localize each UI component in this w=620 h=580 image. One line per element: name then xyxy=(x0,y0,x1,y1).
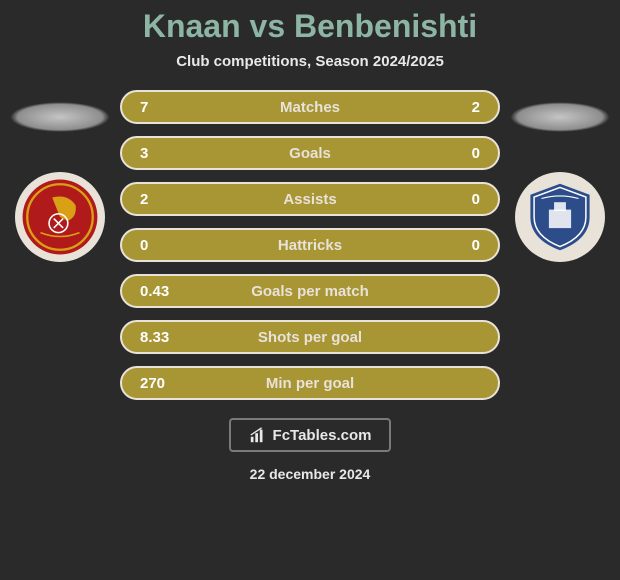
right-team-badge xyxy=(515,172,605,262)
left-halo xyxy=(10,102,110,132)
stat-right-value: 0 xyxy=(440,237,480,254)
stat-row-shots-per-goal: 8.33 Shots per goal xyxy=(120,320,500,354)
brand-box[interactable]: FcTables.com xyxy=(229,418,392,452)
stat-row-hattricks: 0 Hattricks 0 xyxy=(120,228,500,262)
stat-label: Matches xyxy=(180,99,440,116)
left-badge-icon xyxy=(21,178,99,256)
stat-left-value: 0 xyxy=(140,237,180,254)
right-halo xyxy=(510,102,610,132)
stat-left-value: 270 xyxy=(140,375,180,392)
date-text: 22 december 2024 xyxy=(250,466,371,482)
stat-right-value: 2 xyxy=(440,99,480,116)
stat-label: Min per goal xyxy=(180,375,440,392)
stat-row-assists: 2 Assists 0 xyxy=(120,182,500,216)
stat-label: Goals per match xyxy=(180,283,440,300)
left-team-panel xyxy=(0,90,120,262)
stat-left-value: 7 xyxy=(140,99,180,116)
stat-label: Goals xyxy=(180,145,440,162)
main-panel: 7 Matches 2 3 Goals 0 2 Assists 0 0 Hatt… xyxy=(0,90,620,400)
stat-label: Assists xyxy=(180,191,440,208)
stat-left-value: 3 xyxy=(140,145,180,162)
right-team-panel xyxy=(500,90,620,262)
stats-column: 7 Matches 2 3 Goals 0 2 Assists 0 0 Hatt… xyxy=(120,90,500,400)
stat-left-value: 8.33 xyxy=(140,329,180,346)
stat-label: Hattricks xyxy=(180,237,440,254)
stat-left-value: 2 xyxy=(140,191,180,208)
stat-right-value: 0 xyxy=(440,145,480,162)
comparison-card: Knaan vs Benbenishti Club competitions, … xyxy=(0,0,620,580)
stat-row-goals: 3 Goals 0 xyxy=(120,136,500,170)
brand-text: FcTables.com xyxy=(273,427,372,444)
stat-label: Shots per goal xyxy=(180,329,440,346)
subtitle: Club competitions, Season 2024/2025 xyxy=(176,53,444,70)
stat-row-min-per-goal: 270 Min per goal xyxy=(120,366,500,400)
left-team-badge xyxy=(15,172,105,262)
stat-row-matches: 7 Matches 2 xyxy=(120,90,500,124)
right-badge-icon xyxy=(523,180,597,254)
stat-row-goals-per-match: 0.43 Goals per match xyxy=(120,274,500,308)
page-title: Knaan vs Benbenishti xyxy=(143,8,477,45)
stat-right-value: 0 xyxy=(440,191,480,208)
footer: FcTables.com 22 december 2024 xyxy=(229,418,392,482)
chart-icon xyxy=(249,426,267,444)
stat-left-value: 0.43 xyxy=(140,283,180,300)
